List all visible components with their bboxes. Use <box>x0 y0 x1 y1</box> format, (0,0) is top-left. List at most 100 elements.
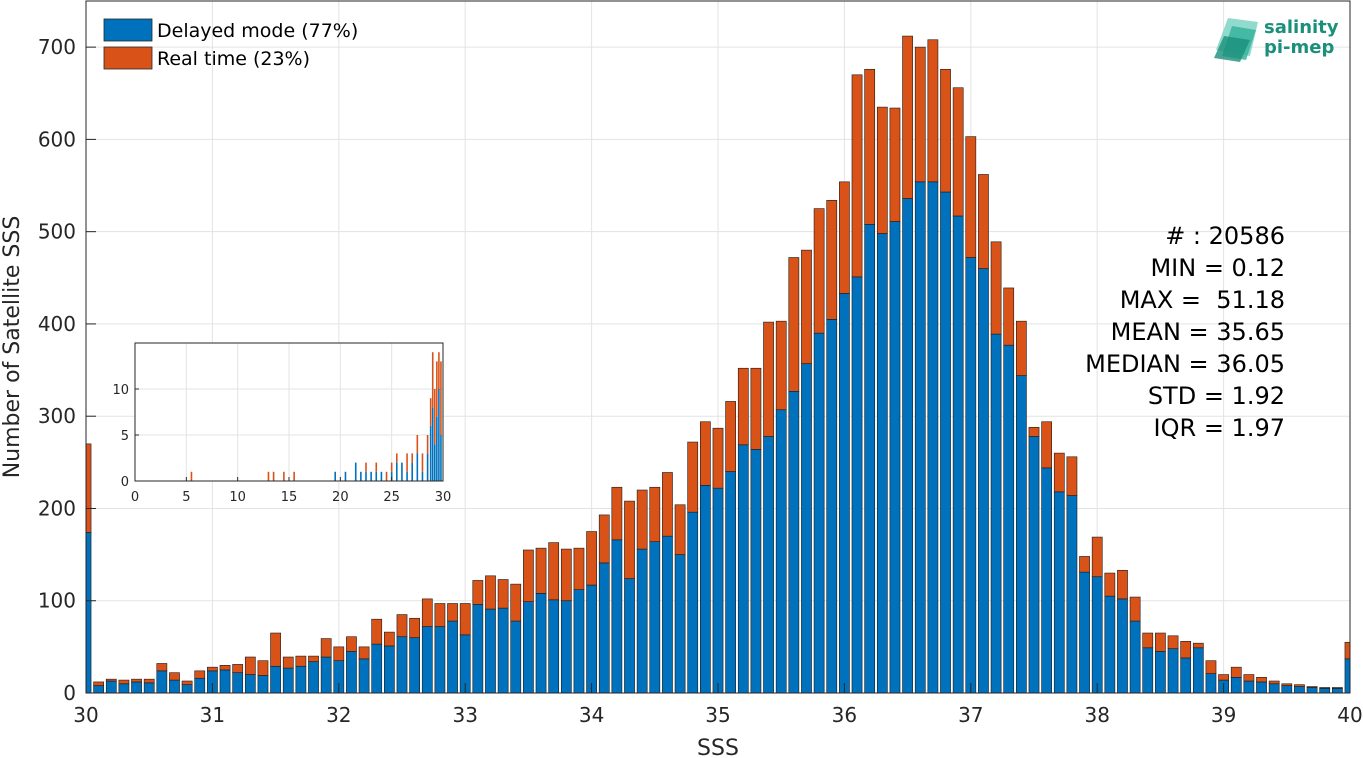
bar-delayed-mode <box>390 471 393 481</box>
y-axis-title: Number of Satellite SSS <box>0 216 25 479</box>
bar-real-time <box>510 583 522 622</box>
stat-count: # : 20586 <box>1165 222 1285 250</box>
bar-real-time <box>358 646 370 660</box>
legend-swatch-realtime <box>103 46 153 70</box>
bar-delayed-mode <box>523 601 534 694</box>
bar-delayed-mode <box>990 333 1002 694</box>
bar-real-time <box>385 471 388 481</box>
bar-real-time <box>459 603 471 636</box>
bar-delayed-mode <box>431 407 434 481</box>
bar-real-time <box>586 531 597 586</box>
bar-real-time <box>573 547 585 590</box>
bar-real-time <box>1205 660 1217 674</box>
bar-delayed-mode <box>725 471 736 694</box>
bar-real-time <box>1218 674 1229 681</box>
y-tick-label: 100 <box>38 589 76 613</box>
bar-real-time <box>940 68 951 193</box>
bar-delayed-mode <box>396 636 408 694</box>
bar-delayed-mode <box>750 449 762 694</box>
bar-delayed-mode <box>510 620 522 694</box>
x-tick-label: 30 <box>73 703 98 727</box>
bar-delayed-mode <box>384 645 395 694</box>
bar-real-time <box>839 181 850 294</box>
bar-real-time <box>421 453 424 472</box>
bar-delayed-mode <box>85 532 92 694</box>
bar-real-time <box>990 241 1002 335</box>
bar-delayed-mode <box>649 541 661 694</box>
bar-delayed-mode <box>354 462 357 481</box>
bar-delayed-mode <box>775 409 787 694</box>
bar-real-time <box>1167 635 1179 650</box>
bar-delayed-mode <box>965 257 977 694</box>
bar-real-time <box>93 681 104 686</box>
bar-real-time <box>143 678 155 684</box>
bar-real-time <box>876 106 888 234</box>
x-tick-label: 35 <box>705 703 730 727</box>
bar-delayed-mode <box>219 669 231 694</box>
bar-delayed-mode <box>662 535 673 694</box>
bar-delayed-mode <box>406 471 408 481</box>
bar-delayed-mode <box>813 332 825 694</box>
bar-delayed-mode <box>411 462 413 481</box>
bar-delayed-mode <box>401 462 403 481</box>
bar-real-time <box>270 632 281 667</box>
bar-real-time <box>1041 421 1052 469</box>
bar-delayed-mode <box>169 679 180 694</box>
bar-real-time <box>1294 684 1305 687</box>
bar-real-time <box>1306 686 1318 688</box>
bar-delayed-mode <box>334 471 336 481</box>
stat-max: MAX = 51.18 <box>1120 286 1285 314</box>
bar-real-time <box>156 663 168 672</box>
logo-text-pimep: pi-mep <box>1264 37 1334 58</box>
bar-real-time <box>433 389 436 445</box>
y-tick-label: 200 <box>38 496 76 520</box>
bar-delayed-mode <box>560 600 572 694</box>
x-tick-label: 15 <box>281 490 298 505</box>
bar-delayed-mode <box>371 643 383 694</box>
bar-real-time <box>902 35 913 199</box>
bar-real-time <box>700 421 711 486</box>
bar-real-time <box>687 441 699 513</box>
stat-std: STD = 1.92 <box>1148 382 1285 410</box>
x-tick-label: 40 <box>1337 703 1362 727</box>
bar-delayed-mode <box>232 672 244 694</box>
bar-delayed-mode <box>1268 683 1280 694</box>
bar-delayed-mode <box>194 677 206 694</box>
bar-delayed-mode <box>535 593 547 694</box>
bar-real-time <box>426 435 429 454</box>
stat-median: MEDIAN = 36.05 <box>1085 350 1285 378</box>
bar-delayed-mode <box>1129 620 1141 694</box>
bar-delayed-mode <box>1079 571 1090 694</box>
bar-real-time <box>1268 680 1280 685</box>
bar-delayed-mode <box>1016 375 1027 694</box>
bar-real-time <box>194 670 206 679</box>
bar-delayed-mode <box>426 453 429 481</box>
bar-real-time <box>371 618 383 645</box>
x-tick-label: 25 <box>383 490 400 505</box>
bar-delayed-mode <box>826 319 838 694</box>
bar-delayed-mode <box>396 462 398 481</box>
x-tick-label: 38 <box>1084 703 1109 727</box>
bar-delayed-mode <box>358 658 370 694</box>
bar-real-time <box>1066 456 1078 496</box>
stats-block: # : 20586 MIN = 0.12 MAX = 51.18 MEAN = … <box>1085 222 1285 442</box>
y-tick-label: 500 <box>38 220 76 244</box>
bar-delayed-mode <box>839 293 850 694</box>
bar-real-time <box>611 486 623 541</box>
bar-real-time <box>1155 632 1166 652</box>
x-tick-label: 39 <box>1211 703 1236 727</box>
x-tick-label: 32 <box>326 703 351 727</box>
bar-real-time <box>1243 674 1255 682</box>
bar-delayed-mode <box>636 548 648 694</box>
bar-delayed-mode <box>1230 677 1242 694</box>
bar-real-time <box>1281 683 1293 686</box>
bar-delayed-mode <box>1281 685 1293 694</box>
bar-delayed-mode <box>497 607 509 694</box>
y-tick-label: 0 <box>121 475 129 490</box>
bar-real-time <box>105 678 117 682</box>
bar-real-time <box>1230 666 1242 678</box>
x-tick-label: 5 <box>182 490 190 505</box>
bar-delayed-mode <box>712 487 724 694</box>
bar-delayed-mode <box>737 444 749 694</box>
bar-real-time <box>293 471 295 481</box>
